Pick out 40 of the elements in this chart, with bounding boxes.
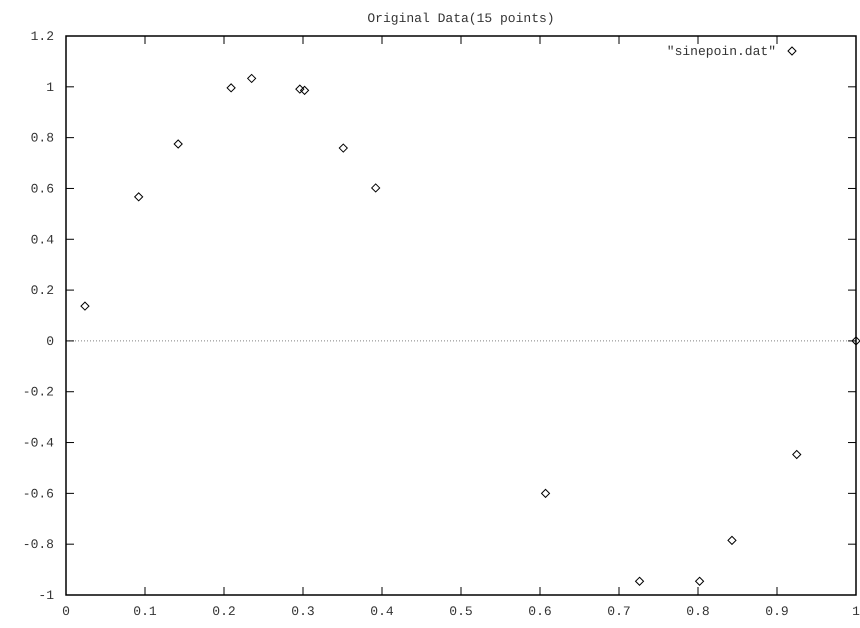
point [134,192,144,202]
x-tick-label: 0.4 [370,604,394,619]
x-tick-label: 0 [62,604,70,619]
point [300,86,310,95]
y-tick-label: -0.4 [22,436,54,451]
y-tick-label: 0.2 [30,283,54,298]
point [635,576,644,586]
legend-label: "sinepoin.dat" [666,44,776,59]
y-tick-label: 1 [46,80,54,95]
x-tick-label: 0.9 [765,604,789,619]
chart-title: Original Data(15 points) [367,11,555,26]
y-tick-label: 1.2 [30,29,54,44]
point [295,84,304,94]
y-tick-label: 0.4 [30,232,54,248]
x-tick-label: 0.3 [291,604,315,619]
point [541,488,550,498]
point [174,139,183,148]
x-tick-label: 0.1 [133,604,157,619]
y-tick-label: -0.6 [22,486,54,502]
point [371,183,380,192]
y-tick-label: 0 [46,334,54,349]
y-tick-label: -0.2 [22,384,54,400]
point [226,83,236,92]
y-tick-label: 0.6 [30,181,54,196]
point [695,576,704,586]
x-tick-label: 1 [852,604,860,619]
y-tick-label: 0.8 [30,130,54,146]
point [727,536,736,545]
point [792,450,802,459]
point [852,336,860,346]
y-tick-label: -0.8 [22,537,54,552]
point [338,144,348,153]
point [247,74,256,83]
point [80,302,90,311]
x-tick-label: 0.6 [528,604,552,619]
x-tick-label: 0.7 [607,604,631,619]
x-tick-label: 0.8 [686,604,710,619]
x-tick-label: 0.2 [212,604,236,619]
y-tick-label: -1 [38,588,54,603]
x-tick-label: 0.5 [449,604,473,619]
